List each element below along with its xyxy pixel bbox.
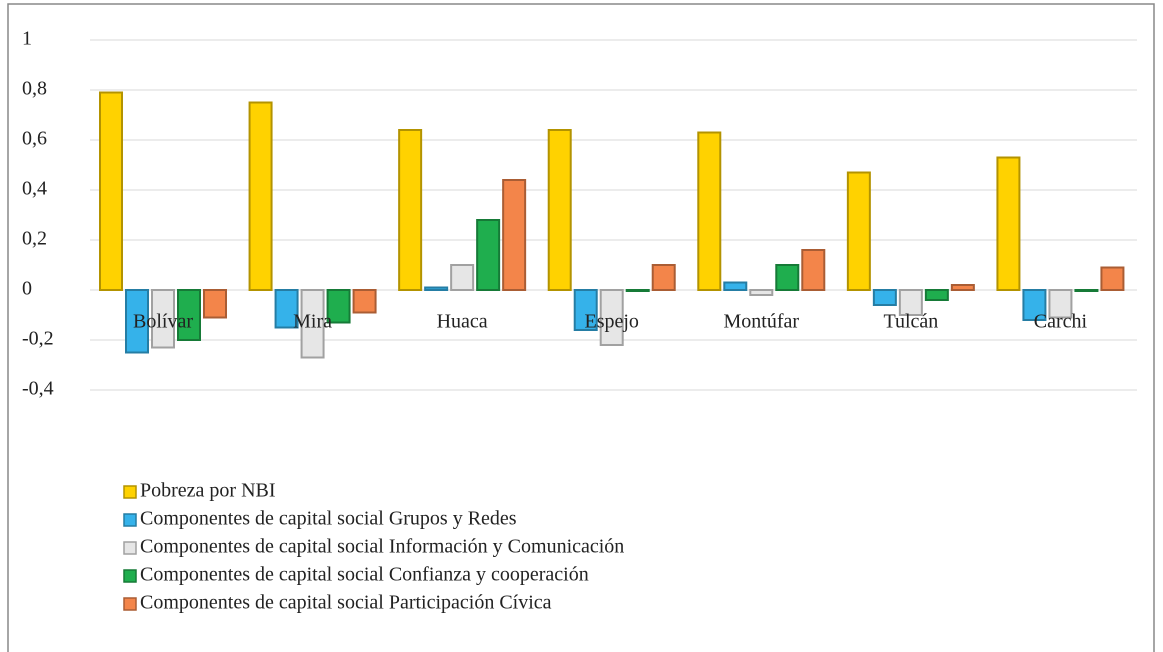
bar bbox=[1048, 289, 1073, 319]
x-tick-label: Montúfar bbox=[724, 311, 800, 333]
x-tick-label: Tulcán bbox=[883, 311, 938, 333]
y-tick-label: -0,4 bbox=[22, 378, 54, 400]
bar bbox=[651, 264, 676, 291]
bar bbox=[1022, 289, 1047, 321]
x-tick-label: Bolívar bbox=[133, 311, 193, 333]
bar bbox=[177, 289, 201, 341]
bar bbox=[99, 91, 123, 291]
y-tick-label: 0,4 bbox=[22, 178, 47, 200]
legend-swatch bbox=[123, 597, 137, 611]
x-tick-label: Huaca bbox=[437, 311, 488, 333]
bar bbox=[950, 284, 975, 291]
x-tick-label: Espejo bbox=[584, 311, 638, 333]
chart-border bbox=[7, 3, 1155, 652]
legend-label: Componentes de capital social Participac… bbox=[140, 592, 552, 614]
bar bbox=[898, 289, 923, 316]
legend-swatch bbox=[123, 485, 137, 499]
y-tick-label: 1 bbox=[22, 28, 32, 50]
bar bbox=[352, 289, 377, 314]
x-tick-label: Carchi bbox=[1034, 311, 1088, 333]
bar bbox=[547, 129, 572, 291]
bar bbox=[203, 289, 227, 319]
y-tick-label: 0,8 bbox=[22, 78, 47, 100]
bar bbox=[151, 289, 175, 349]
legend-label: Pobreza por NBI bbox=[140, 480, 276, 502]
bar bbox=[625, 289, 650, 292]
x-tick-label: Mira bbox=[293, 311, 332, 333]
bar bbox=[1074, 289, 1099, 292]
bar bbox=[424, 286, 449, 291]
bar bbox=[274, 289, 299, 329]
bar bbox=[996, 156, 1021, 291]
bar bbox=[872, 289, 897, 306]
bar bbox=[476, 219, 501, 291]
bar bbox=[573, 289, 598, 331]
legend-swatch bbox=[123, 513, 137, 527]
bar bbox=[300, 289, 325, 359]
bar bbox=[502, 179, 527, 291]
y-tick-label: 0,2 bbox=[22, 228, 47, 250]
legend-label: Componentes de capital social Confianza … bbox=[140, 564, 589, 586]
bar bbox=[125, 289, 149, 354]
legend-swatch bbox=[123, 541, 137, 555]
legend-label: Componentes de capital social Informació… bbox=[140, 536, 624, 558]
bar bbox=[846, 171, 871, 291]
bar bbox=[801, 249, 826, 291]
legend-label: Componentes de capital social Grupos y R… bbox=[140, 508, 517, 530]
bar bbox=[326, 289, 351, 324]
bar bbox=[248, 101, 273, 291]
bar bbox=[697, 131, 722, 291]
bar bbox=[450, 264, 475, 291]
bar bbox=[775, 264, 800, 291]
bar bbox=[1100, 266, 1125, 291]
y-tick-label: -0,2 bbox=[22, 328, 54, 350]
bar bbox=[723, 281, 748, 291]
bar bbox=[924, 289, 949, 301]
bar bbox=[599, 289, 624, 346]
y-tick-label: 0 bbox=[22, 278, 32, 300]
legend-swatch bbox=[123, 569, 137, 583]
bar bbox=[749, 289, 774, 296]
bar bbox=[398, 129, 423, 291]
y-tick-label: 0,6 bbox=[22, 128, 47, 150]
